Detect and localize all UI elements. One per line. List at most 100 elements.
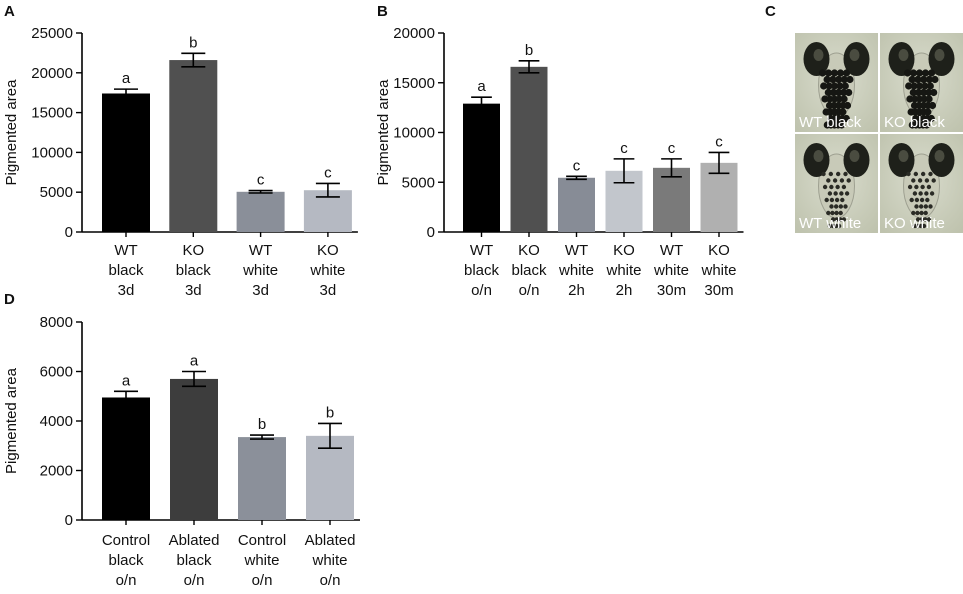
eye-highlight bbox=[934, 150, 945, 162]
category-label: WT bbox=[249, 242, 272, 259]
y-axis-label: Pigmented area bbox=[375, 79, 392, 186]
melanophore bbox=[919, 75, 928, 84]
melanophore bbox=[843, 101, 852, 110]
melanophore bbox=[834, 210, 839, 216]
melanophore bbox=[830, 69, 839, 77]
melanophore bbox=[921, 82, 929, 90]
melanophore bbox=[910, 82, 918, 90]
y-tick-label: 0 bbox=[427, 224, 435, 241]
chart-a: 0 5000 10000 15000 20000 25000 Pigmented area a… bbox=[3, 25, 358, 299]
category-label: Control bbox=[238, 532, 286, 549]
y-tick-label: 8000 bbox=[40, 314, 73, 331]
melanophore bbox=[921, 69, 930, 77]
y-tick-label: 15000 bbox=[393, 75, 435, 92]
melanophore bbox=[909, 69, 918, 77]
category-label: white bbox=[558, 262, 594, 279]
melanophore bbox=[931, 75, 939, 84]
significance-letter: b bbox=[258, 416, 266, 433]
melanophore bbox=[919, 210, 924, 216]
category-label: white bbox=[309, 262, 345, 279]
category-label: WT bbox=[565, 242, 588, 259]
melanophore bbox=[925, 95, 933, 103]
category-label: Control bbox=[102, 532, 150, 549]
melanophore bbox=[841, 184, 847, 190]
melanophore bbox=[830, 210, 835, 216]
melanophore bbox=[846, 75, 854, 84]
category-label: black bbox=[511, 262, 547, 279]
significance-letter: b bbox=[189, 34, 197, 51]
significance-letter: a bbox=[122, 70, 131, 87]
melanophore bbox=[824, 88, 832, 97]
melanophore bbox=[907, 184, 913, 190]
y-tick-label: 25000 bbox=[31, 25, 73, 42]
significance-letter: c bbox=[257, 172, 265, 189]
bar bbox=[653, 167, 690, 232]
micrograph-tile: WT black bbox=[795, 33, 878, 132]
melanophore bbox=[838, 121, 846, 129]
melanophore bbox=[924, 178, 930, 183]
bar bbox=[558, 177, 595, 232]
melanophore bbox=[906, 171, 911, 177]
melanophore bbox=[924, 108, 932, 116]
eye-highlight bbox=[849, 150, 860, 162]
melanophore bbox=[915, 210, 920, 216]
melanophore bbox=[834, 217, 839, 222]
y-tick-label: 6000 bbox=[40, 364, 73, 381]
category-label: o/n bbox=[252, 572, 273, 589]
micrograph-tile: KO white bbox=[880, 134, 963, 233]
bar bbox=[510, 66, 548, 232]
melanophore bbox=[836, 82, 844, 90]
melanophore bbox=[925, 75, 933, 84]
melanophore bbox=[843, 171, 848, 177]
melanophore bbox=[914, 184, 919, 190]
melanophore bbox=[924, 191, 929, 196]
category-label: 2h bbox=[568, 282, 585, 299]
category-label: white bbox=[653, 262, 689, 279]
bar bbox=[306, 435, 354, 520]
melanophore bbox=[829, 75, 837, 84]
category-label: 30m bbox=[657, 282, 686, 299]
melanophore bbox=[931, 178, 936, 183]
melanophore bbox=[825, 82, 833, 90]
melanophore bbox=[821, 171, 826, 177]
category-label: white bbox=[700, 262, 736, 279]
category-label: o/n bbox=[471, 282, 492, 299]
y-tick-label: 10000 bbox=[393, 125, 435, 142]
melanophore bbox=[820, 82, 828, 90]
melanophore bbox=[923, 217, 928, 222]
bar bbox=[238, 437, 286, 520]
panel-label-c: C bbox=[765, 3, 776, 20]
melanophore bbox=[833, 204, 839, 209]
melanophore bbox=[927, 114, 935, 123]
melanophore bbox=[846, 178, 851, 183]
melanophore bbox=[836, 69, 845, 77]
melanophore bbox=[923, 121, 931, 129]
category-label: black bbox=[108, 552, 144, 569]
melanophore bbox=[911, 178, 916, 183]
category-label: 3d bbox=[118, 282, 135, 299]
eye-highlight bbox=[849, 49, 860, 61]
melanophore bbox=[829, 184, 834, 190]
significance-letter: c bbox=[620, 140, 628, 157]
category-label: white bbox=[242, 262, 278, 279]
y-tick-label: 5000 bbox=[402, 174, 435, 191]
category-label: 3d bbox=[320, 282, 337, 299]
micrograph-tile: WT white bbox=[795, 134, 878, 233]
melanophore bbox=[925, 88, 933, 97]
chart-d: 0 2000 4000 6000 8000 Pigmented area a Control b… bbox=[3, 314, 360, 589]
melanophore bbox=[835, 184, 840, 190]
eye-highlight bbox=[898, 49, 909, 61]
melanophore bbox=[928, 171, 933, 177]
melanophore bbox=[842, 69, 851, 77]
melanophore bbox=[925, 197, 930, 203]
melanophore bbox=[823, 75, 831, 84]
micrograph-grid: WT black KO black WT white KO white bbox=[795, 33, 963, 233]
significance-letter: b bbox=[326, 404, 334, 421]
melanophore bbox=[913, 171, 919, 177]
melanophore bbox=[840, 95, 848, 103]
y-tick-label: 20000 bbox=[393, 25, 435, 42]
melanophore bbox=[835, 171, 841, 177]
melanophore bbox=[839, 191, 844, 196]
melanophore bbox=[842, 114, 850, 123]
melanophore bbox=[921, 223, 927, 229]
